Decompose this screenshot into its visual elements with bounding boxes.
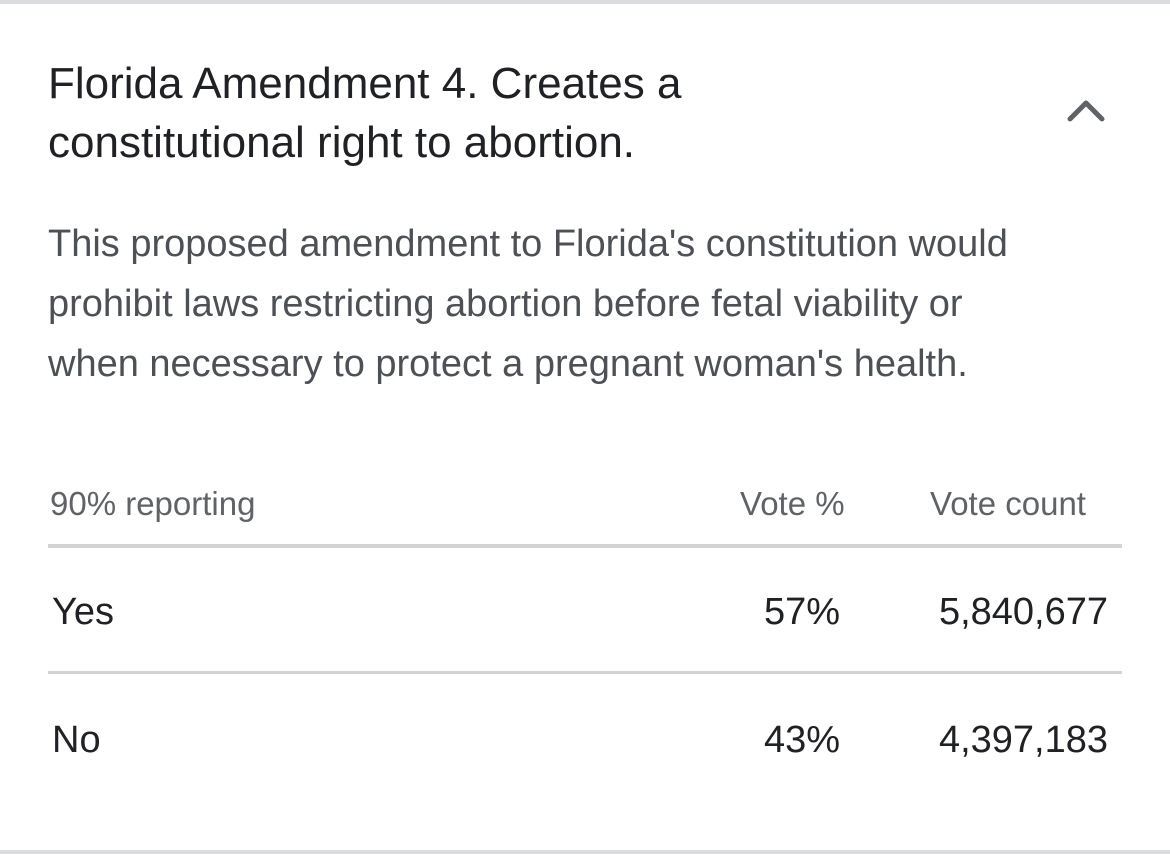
chevron-up-icon[interactable] bbox=[1060, 86, 1112, 138]
vote-percent: 43% bbox=[763, 719, 840, 761]
row-divider bbox=[48, 671, 1122, 674]
header-divider bbox=[48, 544, 1122, 548]
choice-label: No bbox=[52, 719, 101, 761]
vote-percent: 57% bbox=[763, 591, 840, 633]
measure-description: This proposed amendment to Florida's con… bbox=[48, 223, 1008, 385]
chevron-up-icon-graphic bbox=[1067, 100, 1105, 122]
vote-count: 5,840,677 bbox=[938, 591, 1108, 633]
reporting-status: 90% reporting bbox=[50, 485, 256, 522]
vote-count-header: Vote count bbox=[930, 485, 1086, 522]
measure-title: Florida Amendment 4. Creates a constitut… bbox=[48, 59, 682, 167]
vote-count: 4,397,183 bbox=[938, 719, 1108, 761]
choice-label: Yes bbox=[52, 591, 114, 633]
vote-percent-header: Vote % bbox=[740, 485, 845, 522]
